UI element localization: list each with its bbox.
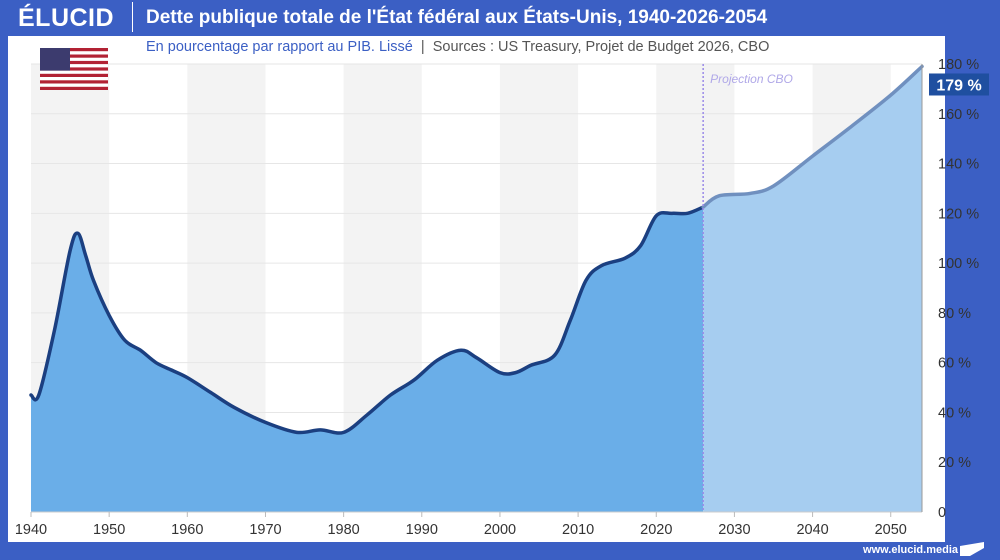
- y-tick-label: 40 %: [938, 405, 971, 421]
- us-flag-icon: [40, 48, 108, 90]
- y-tick-label: 60 %: [938, 356, 971, 372]
- subtitle-text: En pourcentage par rapport au PIB. Lissé: [146, 39, 413, 55]
- x-tick-label: 1980: [327, 522, 359, 538]
- last-value-badge: [929, 73, 989, 96]
- y-tick-label: 120 %: [938, 206, 979, 222]
- y-tick-label: 160 %: [938, 107, 979, 123]
- x-tick-label: 1960: [171, 522, 203, 538]
- header-divider: [132, 2, 133, 32]
- x-tick-label: 1970: [249, 522, 281, 538]
- last-value-label: 179 %: [936, 77, 981, 94]
- elucid-logo: ÉLUCID: [18, 4, 115, 32]
- x-tick-label: 2050: [875, 522, 907, 538]
- x-tick-label: 2020: [640, 522, 672, 538]
- sources-text: Sources : US Treasury, Projet de Budget …: [432, 39, 770, 55]
- y-tick-label: 20 %: [938, 455, 971, 471]
- y-tick-label: 80 %: [938, 306, 971, 322]
- elucid-arrow-icon: [960, 542, 984, 556]
- projection-area: [703, 66, 922, 512]
- x-tick-label: 2010: [562, 522, 594, 538]
- y-tick-label: 100 %: [938, 256, 979, 272]
- header: ÉLUCID Dette publique totale de l'État f…: [0, 0, 1000, 36]
- y-tick-label: 180 %: [938, 57, 979, 73]
- footer-url[interactable]: www.elucid.media: [863, 544, 958, 556]
- y-tick-label: 140 %: [938, 157, 979, 173]
- projection-line: [701, 64, 924, 209]
- x-tick-label: 2030: [718, 522, 750, 538]
- subtitle-separator: |: [420, 39, 425, 55]
- x-tick-label: 2040: [796, 522, 828, 538]
- y-tick-label: 0: [938, 505, 946, 521]
- historical-line: [29, 205, 705, 435]
- x-tick-label: 1990: [406, 522, 438, 538]
- projection-annotation: Projection CBO: [710, 72, 793, 86]
- x-tick-label: 1950: [93, 522, 125, 538]
- historical-area: [31, 207, 704, 512]
- x-tick-label: 2000: [484, 522, 516, 538]
- x-tick-label: 1940: [15, 522, 47, 538]
- chart-title: Dette publique totale de l'État fédéral …: [146, 7, 768, 28]
- chart-subtitle: En pourcentage par rapport au PIB. Lissé…: [146, 39, 769, 55]
